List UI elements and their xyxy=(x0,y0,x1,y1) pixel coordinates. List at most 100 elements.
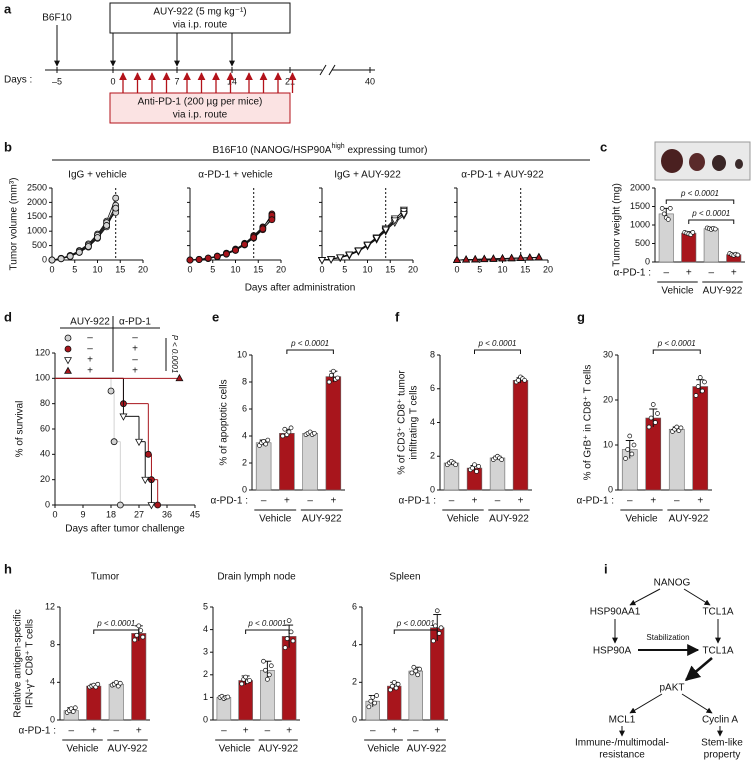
day-label: –5 xyxy=(52,76,62,86)
y-tick-label: 2500 xyxy=(27,182,47,192)
data-point xyxy=(389,683,395,689)
data-point xyxy=(413,668,419,674)
y-tick-label: 1000 xyxy=(630,219,650,229)
x-tick-label: 0 xyxy=(52,509,57,519)
drug-box xyxy=(109,2,291,34)
data-point xyxy=(368,698,374,704)
marker xyxy=(462,255,471,263)
marker xyxy=(112,194,120,202)
marker xyxy=(186,256,194,264)
x-tick-label: + xyxy=(518,496,524,507)
y-tick-label: 2 xyxy=(203,669,208,679)
x-tick-label: – xyxy=(68,726,74,737)
y-tick-label: 4 xyxy=(203,624,208,634)
data-point xyxy=(695,384,701,389)
x-tick-label: – xyxy=(708,268,714,279)
data-point xyxy=(72,705,78,711)
x-tick-label: + xyxy=(472,496,478,507)
data-point xyxy=(627,433,633,439)
marker xyxy=(534,252,543,261)
data-point xyxy=(693,393,699,398)
significance-bracket xyxy=(93,629,140,634)
node: NANOG xyxy=(654,578,691,589)
bar xyxy=(302,432,318,491)
y-tick-label: 20 xyxy=(603,394,613,404)
data-point xyxy=(286,429,292,435)
chart-title: α-PD-1 + AUY-922 xyxy=(461,170,544,181)
x-tick-label: – xyxy=(113,726,119,737)
x-tick-label: 20 xyxy=(138,264,148,274)
marker xyxy=(259,225,267,233)
y-axis-label: IFN-γ⁺ CD8⁺ T cells xyxy=(25,619,36,708)
data-point xyxy=(516,377,521,383)
data-point xyxy=(415,672,421,678)
x-tick-label: + xyxy=(286,726,292,737)
legend-label: + xyxy=(132,366,138,377)
data-point xyxy=(434,608,440,614)
y-tick-label: 20 xyxy=(40,474,50,484)
p-value: p < 0.0001 xyxy=(691,209,730,218)
series-line xyxy=(321,213,405,261)
data-point xyxy=(370,695,376,700)
group-label: AUY-922 xyxy=(258,744,298,755)
node: TCL1A xyxy=(702,646,733,657)
arrow xyxy=(629,693,663,714)
data-point xyxy=(280,433,286,439)
x-tick-label: – xyxy=(261,496,267,507)
series-line xyxy=(189,215,273,261)
data-point xyxy=(265,437,271,443)
x-tick-label: – xyxy=(674,496,680,507)
marker xyxy=(363,241,372,250)
marker xyxy=(471,254,480,263)
data-point xyxy=(247,678,252,683)
marker xyxy=(107,387,115,395)
y-tick-label: 2 xyxy=(352,677,357,687)
marker xyxy=(241,241,249,248)
data-point xyxy=(522,377,527,383)
data-point xyxy=(411,664,417,670)
x-tick-label: – xyxy=(663,268,669,279)
marker xyxy=(507,253,516,262)
outcome: property xyxy=(704,750,741,760)
y-tick-label: 1500 xyxy=(630,201,650,211)
y-tick-label: 8 xyxy=(242,376,247,386)
bar xyxy=(108,683,124,721)
data-point xyxy=(735,252,741,258)
p-value: P < 0.0001 xyxy=(170,335,179,374)
category-axis-label: α-PD-1 : xyxy=(399,496,436,507)
chart-title: Tumor xyxy=(91,572,120,583)
x-tick-label: 20 xyxy=(408,264,418,274)
x-tick-label: + xyxy=(136,726,142,737)
bar xyxy=(86,685,102,721)
x-tick-label: 0 xyxy=(187,264,192,274)
group-label: Vehicle xyxy=(661,286,694,297)
data-point xyxy=(417,666,422,672)
marker xyxy=(110,438,118,446)
arrow xyxy=(684,657,713,681)
data-point xyxy=(700,388,705,394)
category-axis-label: α-PD-1 : xyxy=(19,726,56,737)
x-tick-label: 0 xyxy=(49,264,54,274)
p-value: p < 0.0001 xyxy=(290,339,329,348)
data-point xyxy=(138,628,144,633)
series-line xyxy=(189,213,273,261)
antibody-label: Anti-PD-1 (200 µg per mice) xyxy=(138,97,263,108)
significance-bracket xyxy=(286,349,334,354)
marker xyxy=(204,254,212,262)
data-point xyxy=(409,670,415,676)
node: TCL1A xyxy=(702,607,733,618)
x-tick-label: + xyxy=(391,726,397,737)
y-tick-label: 0 xyxy=(45,499,50,509)
marker xyxy=(381,226,390,234)
marker xyxy=(318,257,326,265)
y-tick-label: 4 xyxy=(50,677,55,687)
marker xyxy=(103,222,110,229)
panel-letter: h xyxy=(4,561,12,576)
series-line xyxy=(189,217,273,261)
data-point xyxy=(263,667,268,673)
data-point xyxy=(288,629,294,635)
category-axis-label: α-PD-1 : xyxy=(577,496,614,507)
bar xyxy=(489,457,506,491)
data-point xyxy=(282,645,288,651)
marker xyxy=(116,501,124,509)
